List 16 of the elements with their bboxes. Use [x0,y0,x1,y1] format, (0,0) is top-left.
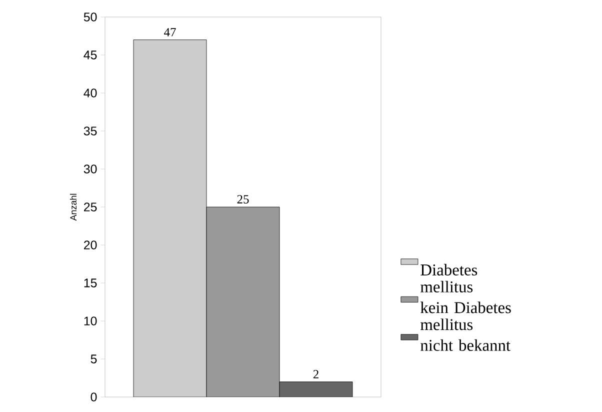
y-tick-label: 45 [84,50,97,60]
legend-label: nicht bekannt [420,339,510,351]
data-label: 25 [237,195,249,204]
y-tick-label: 20 [84,240,97,250]
y-tick-label: 15 [84,278,97,288]
y-tick-label: 10 [84,316,97,326]
y-tick-label: 30 [84,164,97,174]
y-tick-label: 25 [84,202,97,212]
data-label: 2 [313,370,318,378]
data-label: 47 [164,28,176,36]
y-tick-label: 0 [90,392,97,402]
y-axis-title: Anzahl [70,194,77,221]
y-tick-label: 50 [84,12,97,22]
y-tick-label: 5 [90,354,97,364]
y-tick-label: 40 [84,88,97,98]
y-tick-label: 35 [84,126,97,136]
